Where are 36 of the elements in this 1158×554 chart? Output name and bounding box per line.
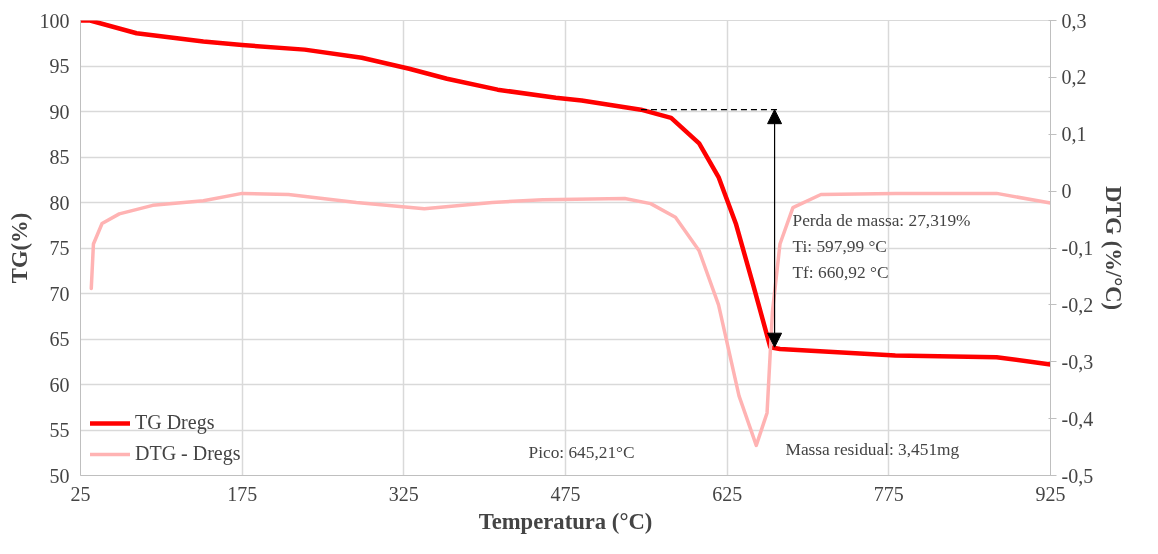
annotation: Tf: 660,92 °C (792, 262, 889, 282)
y-tick-label: 55 (49, 419, 70, 441)
y-tick-label: 90 (49, 100, 70, 123)
y2-tick-label: -0,4 (1061, 407, 1094, 430)
x-tick-label: 475 (550, 482, 581, 505)
y-tick-label: 100 (39, 9, 70, 32)
y-tick-label: 60 (49, 373, 70, 396)
y2-tick-label: 0 (1061, 180, 1072, 203)
y2-tick-label: 0,3 (1061, 9, 1087, 32)
y2-tick-label: 0,2 (1061, 66, 1087, 89)
x-axis-title: Temperatura (°C) (478, 508, 653, 534)
annotation: Perda de massa: 27,319% (792, 210, 971, 230)
y2-tick-label: -0,3 (1061, 350, 1094, 373)
x-tick-label: 325 (388, 482, 419, 505)
x-tick-label: 175 (227, 482, 258, 505)
x-tick-label: 775 (873, 482, 904, 505)
annotation: Massa residual: 3,451mg (785, 439, 960, 459)
legend-label: TG Dregs (135, 411, 215, 434)
legend-label: DTG - Dregs (135, 442, 241, 465)
y-axis-title: TG(%) (6, 212, 32, 284)
y2-tick-label: -0,2 (1061, 293, 1094, 316)
annotation: Ti: 597,99 °C (792, 236, 887, 256)
y2-tick-label: 0,1 (1061, 123, 1087, 146)
y-tick-label: 95 (49, 55, 70, 77)
y-tick-label: 80 (49, 191, 70, 214)
y2-tick-label: -0,1 (1061, 237, 1094, 259)
line-series (80, 20, 1051, 367)
y-tick-label: 65 (49, 328, 70, 350)
annotation: Pico: 645,21°C (528, 442, 635, 462)
y-tick-label: 75 (49, 237, 70, 259)
x-tick-label: 25 (70, 482, 91, 505)
y-tick-label: 70 (49, 282, 70, 305)
y2-axis-title: DTG (%/°C) (1101, 185, 1127, 311)
y-tick-label: 85 (49, 146, 70, 168)
y-tick-label: 50 (49, 464, 70, 487)
x-tick-label: 625 (712, 482, 743, 505)
